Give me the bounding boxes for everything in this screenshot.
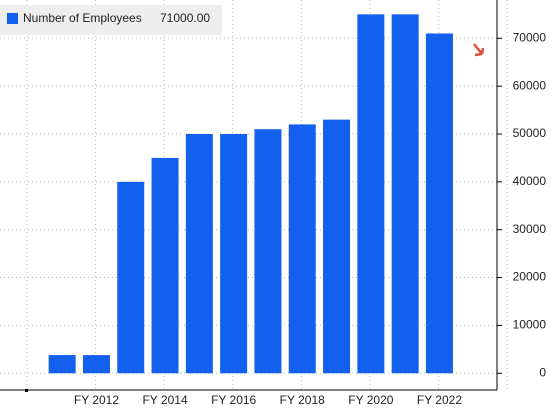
bar — [288, 124, 316, 374]
bar — [391, 14, 419, 374]
y-tick-label: 10000 — [513, 318, 547, 332]
y-tick-label: 60000 — [513, 78, 547, 92]
bar — [185, 133, 213, 374]
bar — [48, 355, 76, 374]
x-tick-label: FY 2012 — [74, 393, 119, 407]
bar — [82, 355, 110, 374]
y-tick-label: 50000 — [513, 126, 547, 140]
y-tick-label: 70000 — [513, 30, 547, 44]
bar — [323, 119, 351, 374]
y-tick-label: 20000 — [513, 270, 547, 284]
x-tick-label: FY 2018 — [280, 393, 325, 407]
bar — [357, 14, 385, 374]
y-tick-label: 40000 — [513, 174, 547, 188]
x-tick-label: FY 2020 — [348, 393, 393, 407]
bar — [151, 157, 179, 374]
bar — [425, 33, 453, 374]
legend-swatch — [7, 13, 18, 24]
legend-box — [0, 5, 222, 35]
y-tick-label: 0 — [539, 365, 546, 379]
y-tick-label: 30000 — [513, 222, 547, 236]
legend-label: Number of Employees — [23, 11, 142, 25]
bar — [220, 133, 248, 374]
arrow-icon — [473, 43, 485, 57]
legend-value: 71000.00 — [160, 11, 210, 25]
x-axis-dot — [25, 389, 28, 392]
x-tick-label: FY 2016 — [211, 393, 256, 407]
bar — [254, 129, 282, 374]
x-tick-label: FY 2022 — [417, 393, 462, 407]
x-tick-label: FY 2014 — [142, 393, 187, 407]
bar — [117, 181, 145, 374]
